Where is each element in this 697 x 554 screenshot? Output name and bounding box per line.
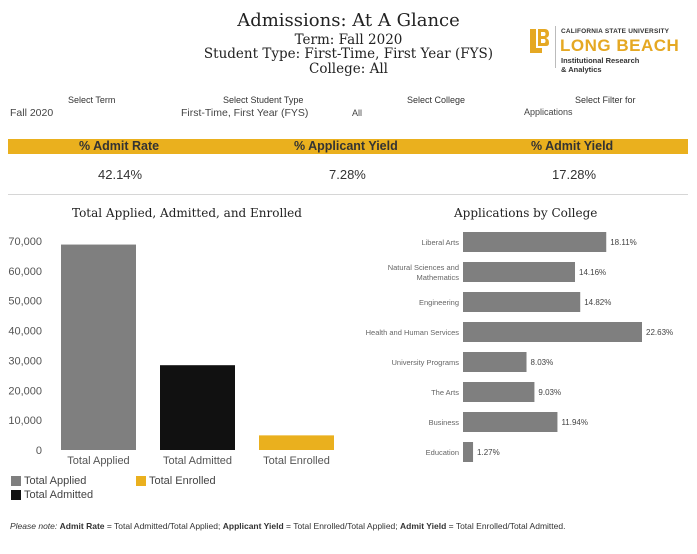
y-tick-label: 10,000: [8, 415, 42, 427]
section-divider: [8, 194, 688, 195]
filter-college-label: Select College: [407, 95, 466, 105]
college-value-label: 9.03%: [538, 388, 561, 397]
college-value-label: 22.63%: [646, 328, 673, 337]
college-chart-title: Applications by College: [454, 206, 598, 220]
totals-bar-chart: 0 10,000 20,000 30,000 40,000 50,000 60,000 70,…: [8, 236, 334, 467]
college-bar[interactable]: [463, 412, 558, 432]
legend-admitted-label: Total Admitted: [24, 489, 94, 501]
kpi-admit-yield-value: 17.28%: [552, 167, 597, 182]
y-tick-label: 70,000: [8, 236, 42, 248]
college-bar[interactable]: [463, 292, 581, 312]
kpi-applicant-yield-label: % Applicant Yield: [294, 139, 398, 153]
filter-for-select[interactable]: Applications: [524, 107, 573, 117]
csulb-logo-icon: [530, 29, 549, 53]
page-title: Admissions: At A Glance: [237, 10, 460, 31]
college-category-label: Liberal Arts: [421, 238, 459, 247]
kpi-admit-yield-label: % Admit Yield: [531, 139, 614, 153]
y-tick-label: 0: [36, 445, 42, 457]
college-bar[interactable]: [463, 382, 535, 402]
footnote-def3: = Total Enrolled/Total Admitted.: [446, 521, 566, 531]
applications-by-college-chart: 18.11% Liberal Arts 14.16% Natural Sciences…: [366, 232, 673, 462]
college-line: College: All: [309, 61, 388, 77]
student-type-line: Student Type: First-Time, First Year (FY…: [203, 46, 494, 62]
college-bar[interactable]: [463, 232, 607, 252]
college-bar[interactable]: [463, 262, 576, 282]
y-tick-label: 40,000: [8, 326, 42, 338]
kpi-admit-rate-label: % Admit Rate: [79, 139, 160, 153]
logo-dept-line2: & Analytics: [561, 65, 602, 74]
college-value-label: 1.27%: [477, 448, 500, 457]
college-value-label: 14.82%: [584, 298, 611, 307]
term-line: Term: Fall 2020: [294, 32, 403, 48]
filter-student-type-label: Select Student Type: [223, 95, 304, 105]
kpi-applicant-yield-value: 7.28%: [329, 167, 366, 182]
college-bar[interactable]: [463, 322, 642, 342]
legend-admitted-swatch: [11, 490, 21, 500]
filter-for-label: Select Filter for: [575, 95, 636, 105]
bar-total-applied[interactable]: [61, 244, 136, 450]
college-value-label: 14.16%: [579, 268, 606, 277]
logo-campus: LONG BEACH: [560, 36, 680, 55]
bar-total-enrolled[interactable]: [259, 435, 334, 450]
filter-term-select[interactable]: Fall 2020: [10, 107, 54, 119]
logo-department: Institutional Research & Analytics: [561, 56, 639, 74]
college-value-label: 18.11%: [610, 238, 637, 247]
college-category-label: Business: [429, 418, 460, 427]
college-category-label: Education: [426, 448, 459, 457]
footnote: Please note: Admit Rate = Total Admitted…: [10, 521, 565, 531]
y-tick-label: 20,000: [8, 385, 42, 397]
footnote-term2: Applicant Yield: [222, 521, 284, 531]
legend-enrolled-swatch: [136, 476, 146, 486]
college-bar[interactable]: [463, 352, 527, 372]
college-bar[interactable]: [463, 442, 474, 462]
legend-enrolled-label: Total Enrolled: [149, 475, 216, 487]
footnote-prefix: Please note:: [10, 521, 58, 531]
filter-term-label: Select Term: [68, 95, 116, 105]
bar-total-admitted[interactable]: [160, 365, 235, 450]
college-category-label: The Arts: [431, 388, 459, 397]
x-category-label: Total Applied: [67, 455, 129, 467]
totals-chart-title: Total Applied, Admitted, and Enrolled: [72, 206, 302, 220]
college-category-label: Engineering: [419, 298, 459, 307]
legend-applied-swatch: [11, 476, 21, 486]
y-tick-label: 50,000: [8, 296, 42, 308]
footnote-term1: Admit Rate: [59, 521, 105, 531]
college-value-label: 8.03%: [531, 358, 554, 367]
footnote-def2: = Total Enrolled/Total Applied;: [283, 521, 400, 531]
logo-university: CALIFORNIA STATE UNIVERSITY: [561, 28, 670, 35]
college-category-label: University Programs: [391, 358, 459, 367]
college-category-label: Mathematics: [416, 273, 459, 282]
footnote-def1: = Total Admitted/Total Applied;: [104, 521, 223, 531]
footnote-term3: Admit Yield: [400, 521, 447, 531]
x-category-label: Total Enrolled: [263, 455, 330, 467]
filter-college-select[interactable]: All: [352, 108, 363, 118]
kpi-header-band: [8, 139, 688, 154]
x-category-label: Total Admitted: [163, 455, 232, 467]
y-tick-label: 30,000: [8, 355, 42, 367]
y-tick-label: 60,000: [8, 266, 42, 278]
logo-dept-line1: Institutional Research: [561, 56, 640, 65]
logo-separator: [555, 26, 556, 68]
filter-student-type-select[interactable]: First-Time, First Year (FYS): [181, 107, 309, 119]
college-category-label: Natural Sciences and: [388, 263, 459, 272]
legend-applied-label: Total Applied: [24, 475, 87, 487]
college-category-label: Health and Human Services: [366, 328, 460, 337]
college-value-label: 11.94%: [561, 418, 588, 427]
kpi-admit-rate-value: 42.14%: [98, 167, 143, 182]
